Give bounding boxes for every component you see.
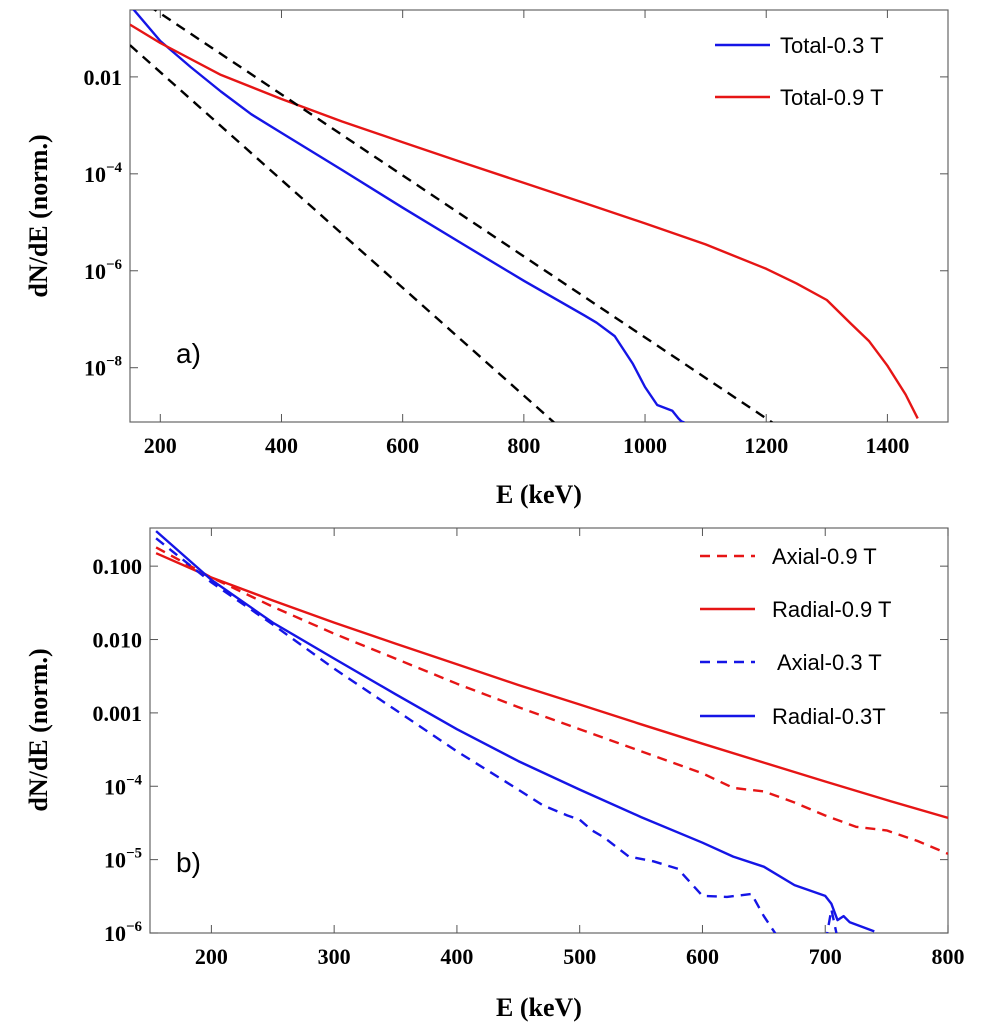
series-line-fit-1 [130,44,555,422]
y-tick-label: 10−4 [84,160,123,187]
panel-a-plot-frame [129,9,949,423]
series-line-total-0-3-t [132,10,685,422]
panel-a-x-axis-label: E (keV) [496,480,582,509]
y-tick-label: 10−6 [104,919,143,946]
x-tick-label: 1400 [865,433,909,458]
y-tick-label: 0.01 [84,65,123,90]
panel-a-legend: Total-0.3 T Total-0.9 T [715,33,884,110]
legend-label-radial-0-3: Radial-0.3T [772,704,886,729]
legend-label-axial-0-9: Axial-0.9 T [772,544,877,569]
y-tick-label: 0.100 [93,554,143,579]
panel-a-ticks: 200 400 600 800 1000 1200 1400 0.01 10−4 10−6 10−8 [84,10,948,458]
panel-a-y-axis-label: dN/dE (norm.) [24,134,53,297]
x-tick-label: 200 [195,944,228,969]
x-tick-label: 400 [440,944,473,969]
series-line-total-0-9-t [130,23,919,419]
y-tick-label: 10−8 [84,354,122,381]
x-tick-label: 300 [318,944,351,969]
y-tick-label: 10−5 [104,846,142,873]
legend-label-axial-0-3: Axial-0.3 T [777,650,882,675]
panel-b-plot-frame [149,527,949,934]
series-line-axial-0-3-t [155,537,838,933]
series-line-radial-0-3t [155,530,875,933]
x-tick-label: 600 [386,433,419,458]
panel-a-label: a) [176,338,201,369]
x-tick-label: 1000 [623,433,667,458]
panel-a-series [130,10,919,422]
y-tick-label: 0.010 [93,628,143,653]
y-tick-label: 10−6 [84,257,123,284]
panel-b-label: b) [176,847,201,878]
x-tick-label: 400 [265,433,298,458]
panel-b: 200 300 400 500 600 700 800 0.100 0.010 0.001 10−4… [24,527,965,1022]
x-tick-label: 500 [563,944,596,969]
panel-b-y-axis-label: dN/dE (norm.) [24,648,53,811]
panel-b-x-axis-label: E (keV) [496,993,582,1022]
x-tick-label: 800 [507,433,540,458]
series-line-radial-0-9-t [155,552,948,820]
panel-b-series [155,530,948,933]
legend-label-radial-0-9: Radial-0.9 T [772,597,891,622]
x-tick-label: 700 [809,944,842,969]
panel-a: 200 400 600 800 1000 1200 1400 0.01 10−4 10−6 10−8… [24,9,949,509]
y-tick-label: 10−4 [104,772,143,799]
y-tick-label: 0.001 [93,701,143,726]
series-line-fit-2 [153,10,773,422]
x-tick-label: 800 [932,944,965,969]
panel-b-legend: Axial-0.9 T Radial-0.9 T Axial-0.3 T Rad… [700,544,891,729]
x-tick-label: 200 [144,433,177,458]
legend-label-total-0-9: Total-0.9 T [780,85,884,110]
x-tick-label: 1200 [744,433,788,458]
panel-b-ticks: 200 300 400 500 600 700 800 0.100 0.010 0.001 10−4… [93,528,965,969]
legend-label-total-0-3: Total-0.3 T [780,33,884,58]
x-tick-label: 600 [686,944,719,969]
